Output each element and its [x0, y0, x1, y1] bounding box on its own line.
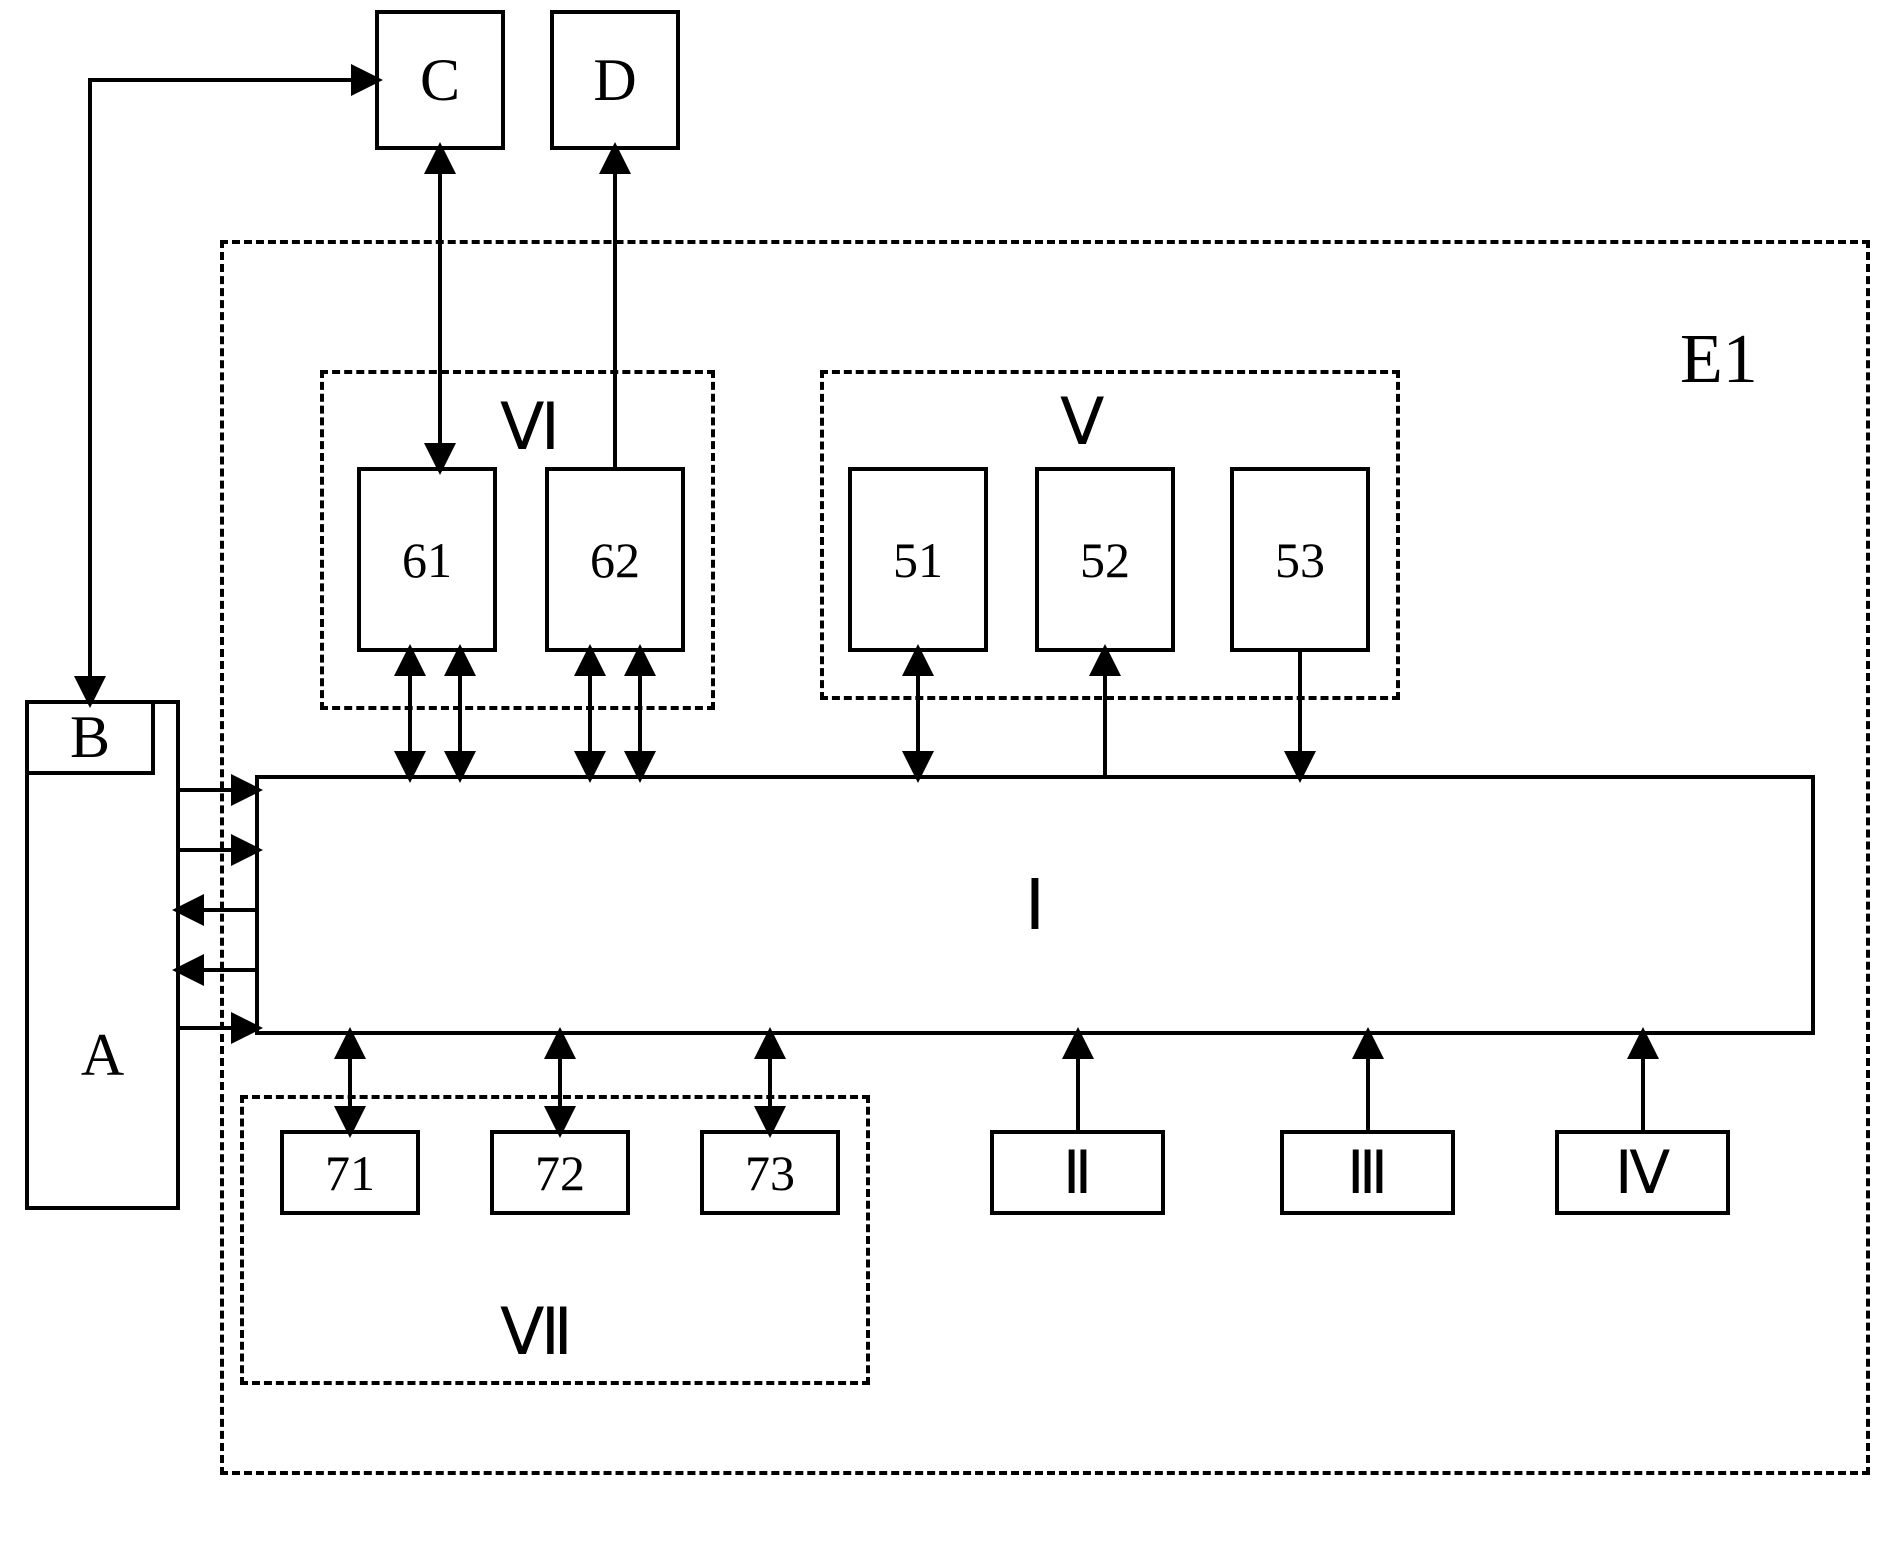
- node-ii: Ⅱ: [990, 1130, 1165, 1215]
- label-vi: Ⅵ: [500, 390, 560, 466]
- node-61: 61: [357, 467, 497, 652]
- node-52: 52: [1035, 467, 1175, 652]
- label-e1: E1: [1680, 320, 1758, 400]
- node-d: D: [550, 10, 680, 150]
- node-62: 62: [545, 467, 685, 652]
- node-71-label: 71: [325, 1144, 375, 1202]
- node-a: A: [25, 700, 180, 1210]
- node-52-label: 52: [1080, 531, 1130, 589]
- label-vii: Ⅶ: [500, 1295, 573, 1371]
- label-v: Ⅴ: [1060, 385, 1104, 461]
- node-51: 51: [848, 467, 988, 652]
- node-71: 71: [280, 1130, 420, 1215]
- node-53: 53: [1230, 467, 1370, 652]
- node-i-label: Ⅰ: [1025, 864, 1046, 947]
- node-72: 72: [490, 1130, 630, 1215]
- node-i: Ⅰ: [255, 775, 1815, 1035]
- diagram-container: E1 Ⅵ Ⅴ Ⅶ A B C D 61 62 51 52 53 Ⅰ: [0, 0, 1895, 1541]
- node-73: 73: [700, 1130, 840, 1215]
- node-iv-label: Ⅳ: [1615, 1138, 1670, 1208]
- node-iv: Ⅳ: [1555, 1130, 1730, 1215]
- node-72-label: 72: [535, 1144, 585, 1202]
- node-61-label: 61: [402, 531, 452, 589]
- node-c-label: C: [420, 46, 460, 115]
- node-62-label: 62: [590, 531, 640, 589]
- node-c: C: [375, 10, 505, 150]
- node-iii: Ⅲ: [1280, 1130, 1455, 1215]
- node-53-label: 53: [1275, 531, 1325, 589]
- node-ii-label: Ⅱ: [1063, 1138, 1093, 1208]
- node-iii-label: Ⅲ: [1347, 1138, 1388, 1208]
- node-a-label: A: [81, 1021, 124, 1090]
- node-51-label: 51: [893, 531, 943, 589]
- node-b: B: [25, 700, 155, 775]
- node-b-label: B: [70, 703, 110, 772]
- node-d-label: D: [593, 46, 636, 115]
- node-73-label: 73: [745, 1144, 795, 1202]
